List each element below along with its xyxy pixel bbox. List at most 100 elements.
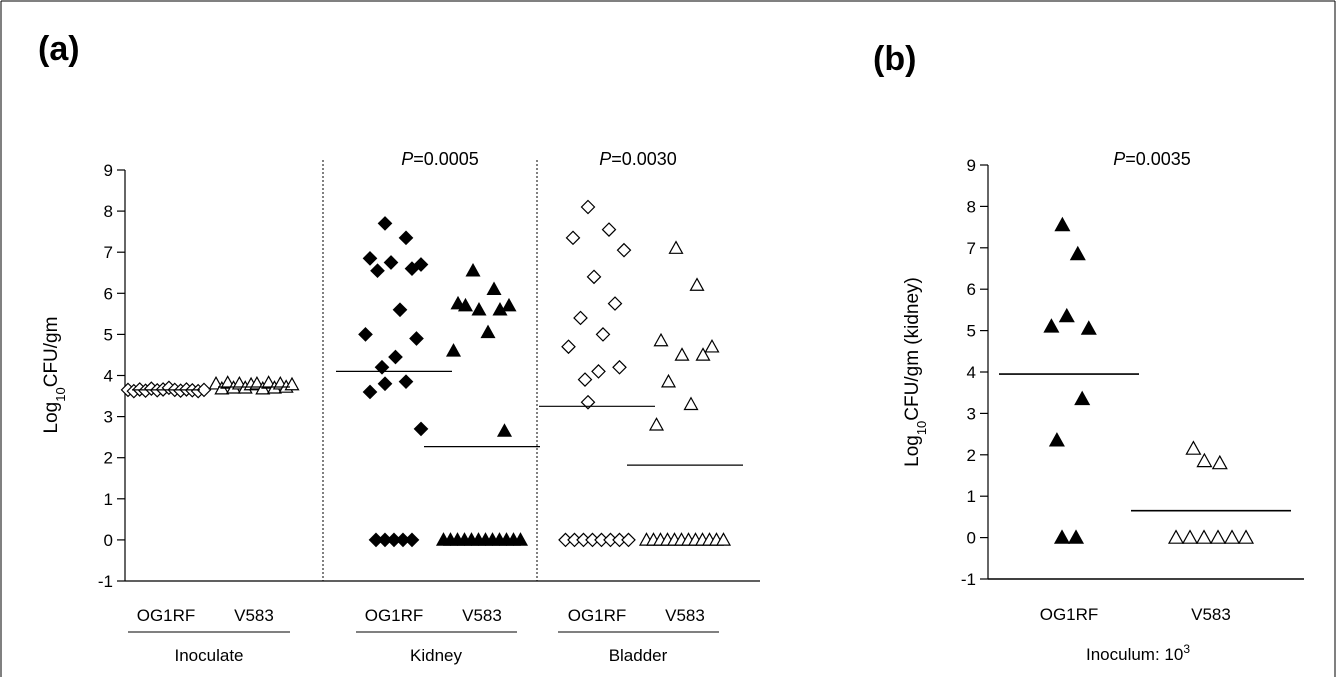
p-italic: P [599,149,611,169]
panel-a-y-label-sub: 10 [53,387,68,401]
panel-a-y-label-log: Log [41,402,62,434]
panel-a-y-label-rest: CFU/gm [41,317,62,388]
bladder-og1rf-label: OG1RF [568,606,627,625]
data-point-triangle [1209,529,1227,544]
panel-a-kidney-pvalue: P=0.0005 [401,149,479,169]
panel-b-axes [987,165,1304,580]
data-point-triangle [1237,529,1255,544]
panel-a-data-marks [120,199,743,548]
data-point-diamond [616,242,632,258]
data-point-triangle [660,373,677,388]
inoculate-v583-label: V583 [234,606,274,625]
y-tick-label: 0 [104,531,113,550]
panel-b-y-label-sub: 10 [914,421,929,435]
data-point-diamond [358,327,373,342]
kidney-og1rf-label: OG1RF [365,606,424,625]
y-tick-label: 0 [967,529,976,548]
data-point-triangle [1223,529,1241,544]
y-tick-label: 8 [967,197,976,216]
data-point-triangle [1043,318,1060,333]
data-point-triangle [674,347,690,361]
panel-b-data-marks [999,216,1291,544]
data-point-triangle [465,262,481,277]
y-tick-label: 6 [967,280,976,299]
panel-a-axes [124,160,760,582]
panel-b-v583-label: V583 [1191,605,1231,624]
y-tick-label: 1 [967,487,976,506]
panel-b-label: (b) [873,40,916,78]
data-point-triangle [457,297,474,312]
data-point-triangle [1181,529,1199,544]
data-point-diamond [409,331,424,346]
data-point-diamond [621,532,636,548]
y-tick-label: 1 [104,490,113,509]
y-tick-label: 6 [104,284,113,303]
panel-b-y-axis-label: Log10CFU/gm (kidney) [902,277,929,467]
data-point-diamond [370,263,385,279]
data-point-diamond [586,269,602,285]
data-point-triangle [1195,529,1213,544]
data-point-triangle [1080,320,1097,335]
panel-b-inoculum-label: Inoculum: 103 [1086,642,1190,664]
panel-b-y-ticks: 9 8 7 6 5 4 3 2 1 0 -1 [961,156,988,589]
p-value: =0.0005 [413,149,479,169]
data-point-triangle [1067,529,1085,544]
y-tick-label: 2 [967,446,976,465]
data-point-diamond [392,302,408,318]
panel-b-og1rf-label: OG1RF [1040,605,1099,624]
y-tick-label: 7 [967,239,976,258]
data-point-triangle [1074,390,1091,406]
y-tick-label: 9 [967,156,976,175]
y-tick-label: -1 [961,570,976,589]
data-point-diamond [377,216,393,231]
data-point-diamond [591,364,606,379]
data-point-diamond [388,349,403,365]
bladder-group-label: Bladder [609,646,668,665]
inoculum-text: Inoculum: 10 [1086,645,1183,664]
data-point-triangle [715,532,732,546]
kidney-v583-label: V583 [462,606,502,625]
data-point-diamond [601,222,617,237]
data-point-triangle [695,347,711,361]
data-point-triangle [648,417,665,431]
data-point-diamond [196,382,212,398]
data-point-triangle [480,324,496,339]
data-point-triangle [683,396,699,411]
panel-b-pvalue: P=0.0035 [1113,149,1191,169]
data-point-triangle [1058,307,1075,323]
data-point-diamond [383,255,399,270]
data-point-diamond [374,359,390,375]
data-point-triangle [653,332,669,347]
data-point-triangle [689,277,705,291]
data-point-triangle [1048,432,1065,447]
data-point-triangle [445,343,462,357]
data-point-triangle [1167,529,1185,544]
data-point-triangle [1069,245,1086,261]
data-point-diamond [398,230,414,246]
panel-b-y-label-rest: CFU/gm (kidney) [902,277,923,421]
data-point-diamond [580,199,596,215]
data-point-diamond [561,339,576,355]
data-point-triangle [1185,440,1202,455]
y-tick-label: 2 [104,449,113,468]
data-point-diamond [362,251,378,266]
panel-b-y-label-log: Log [902,435,923,467]
panel-a-y-axis-label: Log10CFU/gm [41,317,68,434]
panel-a-label: (a) [38,30,80,68]
data-point-diamond [595,327,611,342]
data-point-diamond [573,310,588,326]
panel-a-bladder-pvalue: P=0.0030 [599,149,677,169]
data-point-diamond [413,421,429,437]
data-point-diamond [404,261,420,276]
data-point-diamond [377,376,393,392]
data-point-triangle [471,302,487,316]
data-point-triangle [1054,216,1071,232]
p-italic: P [1113,149,1125,169]
inoculate-group-label: Inoculate [175,646,244,665]
data-point-triangle [501,297,517,312]
inoculum-superscript: 3 [1183,642,1190,656]
inoculate-og1rf-label: OG1RF [137,606,196,625]
y-tick-label: -1 [98,572,113,591]
panel-a-x-labels: OG1RF V583 Inoculate OG1RF V583 Kidney O… [128,606,719,665]
